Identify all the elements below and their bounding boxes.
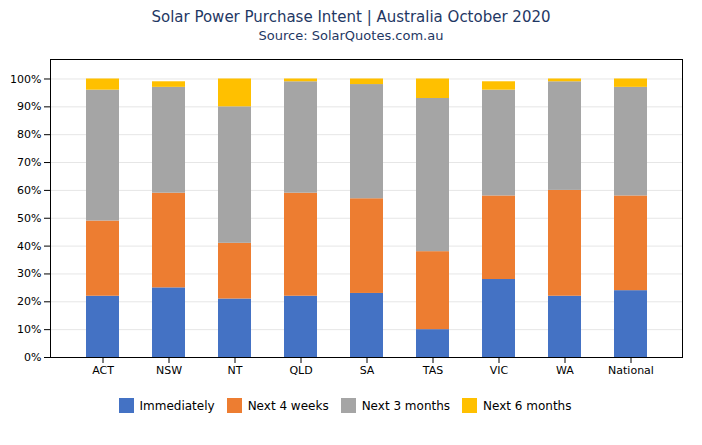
html-text:Next 4 weeks: Next 4 weeks <box>247 398 329 413</box>
html-text:Immediately: Immediately <box>139 398 215 413</box>
svg-text:10%: 10% <box>17 323 41 336</box>
html-text:Next 3 months: Next 3 months <box>361 398 451 413</box>
svg-text:80%: 80% <box>17 128 41 141</box>
svg-text:QLD: QLD <box>289 364 312 377</box>
svg-text:70%: 70% <box>17 156 41 169</box>
svg-text:0%: 0% <box>24 351 41 364</box>
svg-text:40%: 40% <box>17 240 41 253</box>
svg-text:NT: NT <box>228 364 243 377</box>
svg-text:20%: 20% <box>17 295 41 308</box>
svg-text:NSW: NSW <box>156 364 182 377</box>
svg-text:30%: 30% <box>17 267 41 280</box>
html-text:Solar Power Purchase Intent |: Solar Power Purchase Intent | Australia … <box>151 8 551 26</box>
svg-text:SA: SA <box>360 364 375 377</box>
svg-text:National: National <box>608 364 654 377</box>
svg-text:100%: 100% <box>10 73 41 86</box>
svg-text:WA: WA <box>556 364 574 377</box>
svg-text:50%: 50% <box>17 212 41 225</box>
svg-text:TAS: TAS <box>422 364 443 377</box>
svg-text:60%: 60% <box>17 184 41 197</box>
html-text:Next 6 months: Next 6 months <box>483 398 572 413</box>
svg-text:VIC: VIC <box>490 364 509 377</box>
svg-text:ACT: ACT <box>92 364 114 377</box>
html-text:Source: SolarQuotes.com.au: Source: SolarQuotes.com.au <box>258 28 444 43</box>
svg-text:90%: 90% <box>17 100 41 113</box>
